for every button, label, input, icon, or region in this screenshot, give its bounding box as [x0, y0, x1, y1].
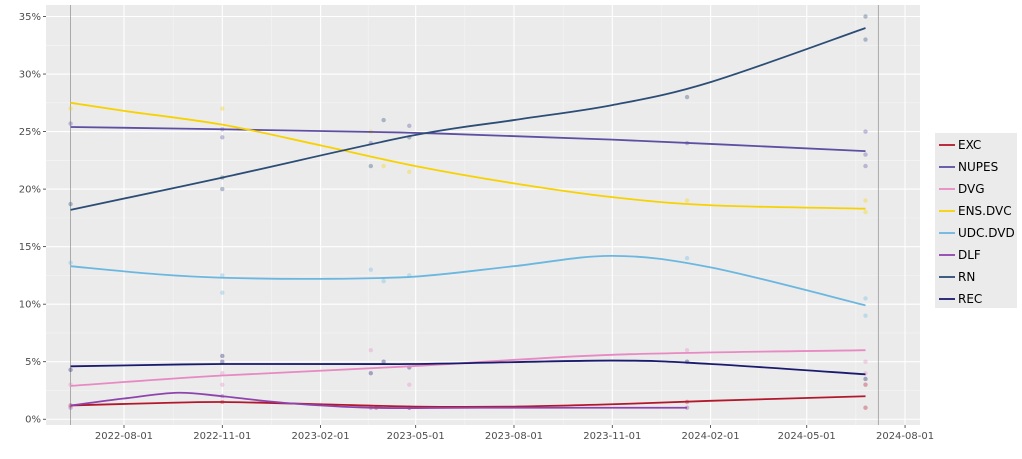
- x-tick-label: 2023-11-01: [583, 431, 641, 442]
- plot-panel: [46, 5, 920, 425]
- data-point-rec: [381, 359, 386, 364]
- data-point-nupes: [407, 123, 412, 129]
- data-point-rec: [220, 359, 225, 364]
- y-tick-label: 35%: [19, 12, 41, 23]
- data-point-nupes: [863, 152, 868, 157]
- y-tick-label: 5%: [25, 357, 41, 368]
- data-point-rec: [863, 376, 868, 382]
- data-point-dvg: [863, 359, 868, 364]
- x-axis: 2022-08-01 2022-11-01 2023-02-01 2023-05-01…: [95, 425, 934, 442]
- legend-label-nupes: NUPES: [958, 160, 998, 174]
- data-point-udc-dvd: [863, 313, 868, 318]
- series-line-dvg: [70, 349, 866, 387]
- reference-lines: [70, 5, 879, 425]
- data-point-dvg: [684, 348, 690, 353]
- series-line-exc: [70, 395, 866, 408]
- x-tick-label: 2024-05-01: [778, 431, 836, 442]
- data-point-rn: [368, 163, 374, 169]
- data-point-exc: [863, 405, 868, 410]
- data-point-ens-dvc: [863, 198, 868, 203]
- x-tick-label: 2024-08-01: [876, 431, 934, 442]
- data-point-rn: [68, 201, 73, 207]
- y-tick-label: 10%: [19, 300, 41, 311]
- y-tick-label: 0%: [25, 415, 41, 426]
- data-point-nupes: [220, 135, 225, 140]
- x-tick-label: 2022-08-01: [95, 431, 153, 442]
- major-gridlines: [46, 5, 920, 425]
- data-point-ens-dvc: [220, 106, 225, 111]
- data-point-ens-dvc: [407, 169, 412, 175]
- data-point-rec: [220, 353, 225, 359]
- trend-curves: [70, 27, 866, 409]
- data-point-rn: [220, 186, 225, 192]
- series-line-udc-dvd: [70, 254, 866, 307]
- data-point-udc-dvd: [863, 296, 868, 301]
- legend-label-dlf: DLF: [958, 248, 981, 262]
- data-point-udc-dvd: [68, 260, 73, 265]
- legend-label-rn: RN: [958, 270, 975, 284]
- legend-label-dvg: DVG: [958, 182, 985, 196]
- data-point-dlf: [68, 405, 73, 410]
- data-point-rn: [684, 94, 690, 100]
- data-point-exc: [863, 382, 868, 387]
- data-point-udc-dvd: [368, 267, 374, 272]
- data-point-nupes: [863, 163, 868, 169]
- series-line-rec: [70, 359, 866, 376]
- y-tick-label: 15%: [19, 242, 41, 253]
- data-point-udc-dvd: [684, 255, 690, 261]
- series-line-ens-dvc: [70, 101, 866, 210]
- data-point-rn: [863, 37, 868, 42]
- data-point-ens-dvc: [68, 106, 73, 111]
- x-tick-label: 2023-08-01: [485, 431, 543, 442]
- legend-label-rec: REC: [958, 292, 982, 306]
- y-tick-label: 30%: [19, 70, 41, 81]
- series-line-rn: [70, 27, 866, 211]
- data-point-rec: [68, 367, 73, 372]
- y-tick-label: 25%: [19, 127, 41, 138]
- data-point-rn: [381, 117, 386, 123]
- legend-background: [935, 133, 1017, 308]
- data-point-dvg: [220, 371, 225, 376]
- data-point-udc-dvd: [381, 278, 386, 284]
- data-point-udc-dvd: [220, 273, 225, 278]
- legend: EXC NUPES DVG ENS.DVC UDC.DVD DLF RN REC: [935, 133, 1017, 308]
- x-tick-label: 2024-02-01: [682, 431, 740, 442]
- x-tick-label: 2023-02-01: [292, 431, 350, 442]
- x-tick-label: 2022-11-01: [193, 431, 251, 442]
- data-point-dvg: [220, 382, 225, 387]
- minor-gridlines: [46, 5, 920, 425]
- data-point-rec: [368, 371, 374, 376]
- data-point-ens-dvc: [684, 198, 690, 203]
- data-point-rn: [863, 14, 868, 19]
- series-line-dlf: [70, 391, 688, 409]
- legend-label-udc-dvd: UDC.DVD: [958, 226, 1015, 240]
- y-axis: 0% 5% 10% 15% 20% 25% 30% 35%: [19, 12, 46, 426]
- data-point-nupes: [863, 129, 868, 134]
- legend-label-ens-dvc: ENS.DVC: [958, 204, 1012, 218]
- data-point-dvg: [368, 348, 374, 353]
- data-point-dvg: [407, 382, 412, 387]
- data-point-ens-dvc: [381, 163, 386, 169]
- legend-label-exc: EXC: [958, 138, 981, 152]
- x-tick-label: 2023-05-01: [387, 431, 445, 442]
- y-tick-label: 20%: [19, 185, 41, 196]
- data-point-udc-dvd: [220, 290, 225, 295]
- data-point-nupes: [68, 121, 73, 126]
- data-point-ens-dvc: [863, 209, 868, 215]
